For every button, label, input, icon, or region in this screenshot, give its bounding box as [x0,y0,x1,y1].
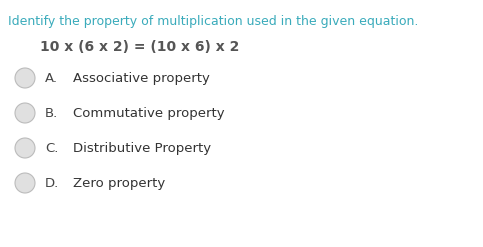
Text: B.: B. [45,107,58,120]
Text: Distributive Property: Distributive Property [73,142,211,155]
Text: A.: A. [45,72,58,85]
Circle shape [15,103,35,123]
Text: D.: D. [45,177,59,190]
Text: Commutative property: Commutative property [73,107,225,120]
Circle shape [15,173,35,193]
Text: Identify the property of multiplication used in the given equation.: Identify the property of multiplication … [8,15,418,28]
Text: Zero property: Zero property [73,177,165,190]
Text: C.: C. [45,142,58,155]
Circle shape [15,138,35,158]
Text: Associative property: Associative property [73,72,210,85]
Text: 10 x (6 x 2) = (10 x 6) x 2: 10 x (6 x 2) = (10 x 6) x 2 [40,40,240,54]
Circle shape [15,68,35,88]
